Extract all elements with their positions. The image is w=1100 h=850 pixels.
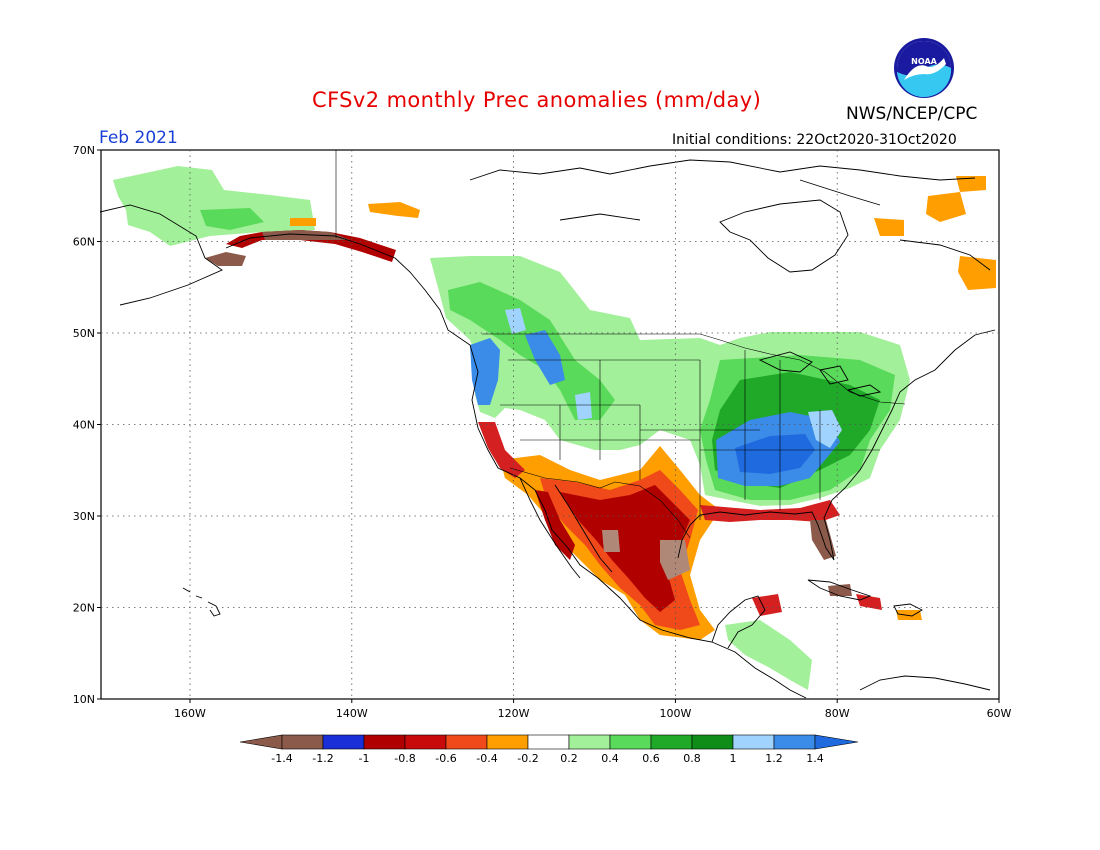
colorbar-swatch xyxy=(568,734,611,750)
noaa-logo-text: NOAA xyxy=(911,57,937,66)
colorbar-swatch xyxy=(486,734,529,750)
period-label: Feb 2021 xyxy=(99,128,178,148)
coast-hudson-bay xyxy=(719,199,849,273)
colorbar-label: -0.6 xyxy=(435,752,456,765)
colorbar-label: 1 xyxy=(730,752,737,765)
anomaly-cuba-brown xyxy=(828,584,852,596)
lat-tick-label: 50N xyxy=(73,327,95,340)
lat-tick-label: 20N xyxy=(73,602,95,615)
colorbar-swatch xyxy=(691,734,734,750)
political-borders xyxy=(335,150,906,539)
colorbar: -1.4 -1.2 -1 -0.8 -0.6 -0.4 -0.2 0.2 0.4 0.6 0.8 1 1… xyxy=(239,734,859,765)
coast-gulf xyxy=(677,329,996,561)
colorbar-label: -1 xyxy=(359,752,370,765)
border-us-states xyxy=(500,350,880,520)
colorbar-label: -0.4 xyxy=(476,752,497,765)
anomaly-mexico-brown-2 xyxy=(602,530,620,552)
border-us-mexico xyxy=(509,467,691,539)
anomaly-mexico-very-dry xyxy=(560,485,690,612)
lon-tick-label: 140W xyxy=(336,707,368,720)
anomaly-baffin-dry xyxy=(956,176,986,192)
lon-tick-label: 60W xyxy=(987,707,1012,720)
anomaly-baja-dry xyxy=(535,490,575,560)
coast-hawaii xyxy=(182,587,221,617)
lon-tick-labels: 160W 140W 120W 100W 80W 60W xyxy=(174,699,1012,720)
colorbar-swatch xyxy=(527,734,570,750)
colorbar-swatch xyxy=(363,734,406,750)
coast-baja xyxy=(519,477,613,579)
noaa-logo: NOAA xyxy=(894,38,954,98)
colorbar-low-arrow xyxy=(239,734,283,750)
colorbar-label: 0.2 xyxy=(560,752,578,765)
colorbar-label: -1.2 xyxy=(312,752,333,765)
colorbar-label: -0.2 xyxy=(517,752,538,765)
graticule xyxy=(101,150,999,699)
colorbar-label: 1.4 xyxy=(806,752,824,765)
lat-tick-label: 10N xyxy=(73,693,95,706)
colorbar-high-arrow xyxy=(814,734,859,750)
anomaly-yukon-dry xyxy=(368,202,420,218)
anomaly-central-america-wet xyxy=(725,620,812,690)
coast-yucatan xyxy=(711,595,766,649)
initial-conditions-label: Initial conditions: 22Oct2020-31Oct2020 xyxy=(672,132,957,148)
coast-arctic-islands xyxy=(469,159,991,271)
colorbar-label: 0.4 xyxy=(601,752,619,765)
anomaly-labrador-dry xyxy=(958,256,996,290)
anomaly-gulf-coast-dry xyxy=(700,500,840,522)
colorbar-label: 0.8 xyxy=(683,752,701,765)
map-title: CFSv2 monthly Prec anomalies (mm/day) xyxy=(312,88,762,112)
colorbar-swatch xyxy=(404,734,447,750)
colorbar-label: -1.4 xyxy=(271,752,292,765)
coast-south-america xyxy=(859,675,991,691)
anomaly-caribbean-dry xyxy=(856,594,882,610)
coastlines xyxy=(99,159,996,699)
anomaly-quebec-dry xyxy=(926,192,966,222)
lat-tick-label: 40N xyxy=(73,419,95,432)
anomaly-mexico-brown xyxy=(660,540,690,580)
border-us-canada xyxy=(482,333,906,405)
anomaly-idaho-wet xyxy=(525,330,565,385)
anomaly-ohio-valley-core xyxy=(735,434,815,474)
colorbar-label: -0.8 xyxy=(394,752,415,765)
colorbar-swatch xyxy=(732,734,775,750)
organization-label: NWS/NCEP/CPC xyxy=(846,104,978,124)
colorbar-swatch xyxy=(281,734,324,750)
lon-tick-label: 100W xyxy=(659,707,691,720)
colorbar-swatch xyxy=(773,734,816,750)
colorbar-swatch xyxy=(445,734,488,750)
lon-tick-label: 80W xyxy=(825,707,850,720)
anomaly-pnw-coast-very-wet xyxy=(470,338,500,405)
colorbar-swatch xyxy=(609,734,652,750)
anomaly-shading xyxy=(113,166,996,690)
anomaly-hispaniola-dry xyxy=(896,610,922,620)
anomaly-bc-light-blue xyxy=(505,308,526,334)
anomaly-alaska-n-dry xyxy=(290,218,316,226)
lat-tick-label: 60N xyxy=(73,236,95,249)
lat-tick-label: 70N xyxy=(73,144,95,157)
coast-hispaniola xyxy=(893,603,923,617)
colorbar-label: 1.2 xyxy=(765,752,783,765)
anomaly-alaska-wet xyxy=(113,166,315,246)
colorbar-swatch xyxy=(322,734,365,750)
anomaly-utah-light-blue xyxy=(575,392,592,420)
lon-tick-label: 160W xyxy=(174,707,206,720)
colorbar-swatch xyxy=(650,734,693,750)
anomaly-ohio-valley-light-blue xyxy=(808,410,842,448)
anomaly-hudson-dry xyxy=(874,218,904,236)
lat-tick-labels: 70N 60N 50N 40N 30N 20N 10N xyxy=(73,144,101,706)
anomaly-alaska-pen-brown xyxy=(205,252,246,266)
anomaly-alaska-wet-core xyxy=(200,208,264,230)
lat-tick-label: 30N xyxy=(73,510,95,523)
colorbar-label: 0.6 xyxy=(642,752,660,765)
lon-tick-label: 120W xyxy=(498,707,530,720)
coast-cuba xyxy=(807,579,872,601)
